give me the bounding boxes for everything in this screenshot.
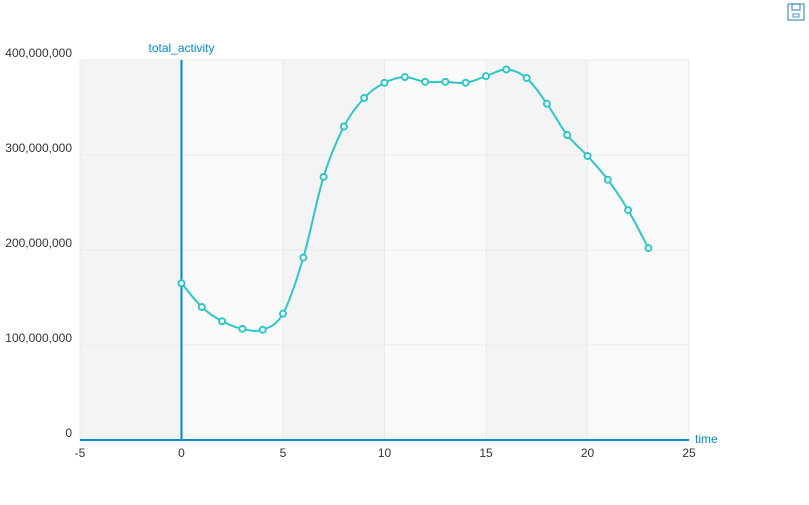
point — [299, 253, 308, 262]
y-tick-label: 0 — [65, 426, 72, 440]
point — [177, 279, 186, 288]
point — [380, 78, 389, 87]
x-tick-label: 5 — [280, 446, 287, 460]
y-tick-label: 200,000,000 — [5, 236, 72, 250]
point — [461, 78, 470, 87]
x-tick-label: 15 — [479, 446, 493, 460]
point — [482, 72, 490, 81]
x-axis-name: time — [695, 432, 718, 446]
point — [522, 74, 531, 83]
point — [258, 325, 267, 334]
point — [441, 77, 450, 86]
point — [624, 206, 633, 215]
point — [339, 122, 348, 131]
point — [603, 175, 612, 184]
y-tick-label: 100,000,000 — [5, 331, 72, 345]
x-tick-label: 0 — [178, 446, 185, 460]
x-tick-label: -5 — [75, 446, 86, 460]
point — [279, 309, 287, 318]
y-tick-label: 300,000,000 — [5, 141, 72, 155]
point — [197, 303, 206, 311]
point — [563, 131, 572, 140]
y-axis-name: total_activity — [148, 41, 214, 55]
point — [542, 99, 551, 108]
y-tick-label: 400,000,000 — [5, 46, 72, 60]
point — [218, 317, 227, 326]
point — [644, 244, 653, 253]
point — [400, 73, 409, 82]
point — [238, 324, 247, 333]
x-tick-label: 25 — [682, 446, 696, 460]
x-tick-label: 10 — [378, 446, 392, 460]
point — [360, 94, 369, 102]
point — [583, 151, 592, 160]
point — [502, 65, 511, 74]
x-tick-label: 20 — [581, 446, 595, 460]
point — [421, 77, 430, 86]
save-icon[interactable] — [787, 3, 805, 21]
point — [319, 172, 328, 181]
